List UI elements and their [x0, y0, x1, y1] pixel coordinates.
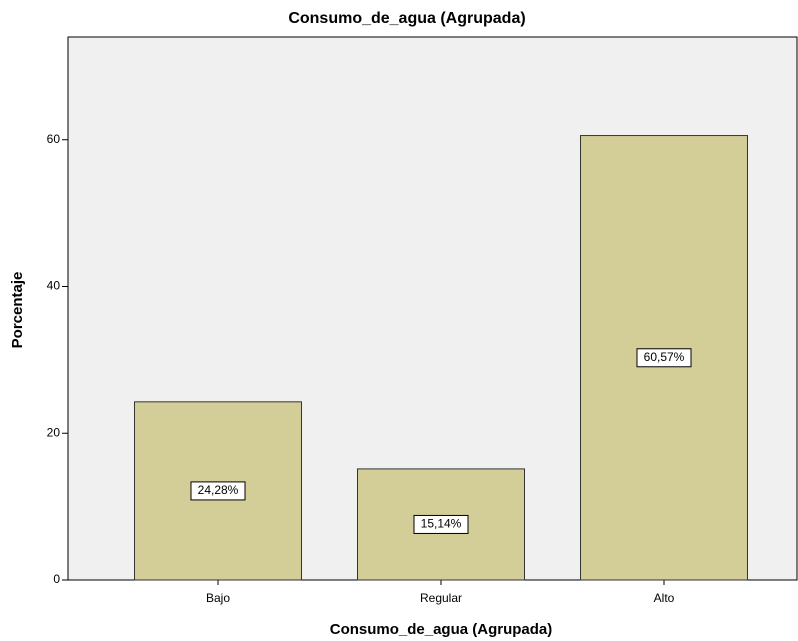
value-label: 60,57% — [644, 350, 685, 364]
value-label: 24,28% — [198, 483, 239, 497]
y-tick-label: 0 — [53, 572, 60, 586]
x-tick-label: Regular — [420, 591, 462, 605]
y-tick-label: 60 — [47, 132, 61, 146]
x-axis-title: Consumo_de_agua (Agrupada) — [330, 621, 553, 638]
x-tick-label: Alto — [654, 591, 675, 605]
value-label-box — [413, 514, 469, 534]
y-axis-title: Porcentaje — [9, 272, 26, 349]
y-tick-label: 40 — [47, 279, 61, 293]
value-label: 15,14% — [421, 517, 462, 531]
value-label-box — [190, 481, 246, 501]
x-tick-label: Bajo — [206, 591, 230, 605]
chart-title: Consumo_de_agua (Agrupada) — [288, 10, 525, 27]
value-label-box — [636, 348, 692, 368]
y-tick-label: 20 — [47, 425, 61, 439]
